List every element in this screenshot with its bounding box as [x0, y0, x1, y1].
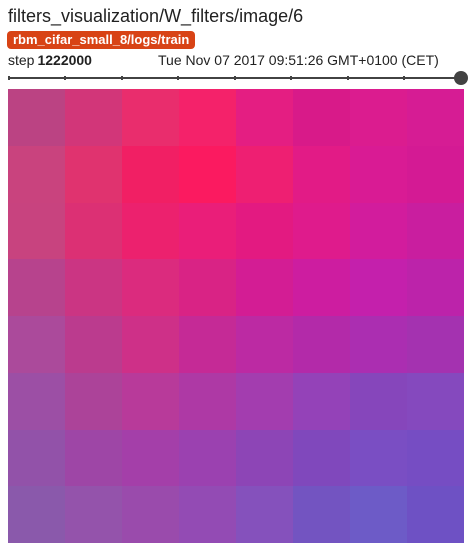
slider-tick: [64, 76, 66, 80]
run-badge: rbm_cifar_small_8/logs/train: [7, 31, 196, 49]
filter-pixel: [293, 429, 350, 487]
filter-pixel: [179, 259, 236, 316]
filter-pixel: [350, 429, 407, 487]
filter-pixel: [236, 202, 293, 260]
filter-pixel: [407, 316, 464, 373]
filter-pixel: [122, 486, 179, 543]
filter-pixel: [179, 202, 236, 260]
slider-thumb[interactable]: [454, 71, 468, 85]
filter-pixel: [8, 486, 65, 543]
filter-pixel: [65, 486, 122, 543]
filter-pixel: [236, 89, 293, 146]
slider-tick: [8, 76, 10, 80]
filter-pixel: [293, 316, 350, 373]
filter-pixel: [8, 259, 65, 316]
filter-pixel: [407, 89, 464, 146]
filter-pixel: [236, 316, 293, 373]
filter-pixel: [350, 145, 407, 203]
filter-pixel: [236, 486, 293, 543]
filter-pixel: [122, 372, 179, 430]
filter-pixel: [236, 372, 293, 430]
timestamp: Tue Nov 07 2017 09:51:26 GMT+0100 (CET): [158, 52, 439, 68]
filter-image: [8, 89, 464, 543]
filter-pixel: [65, 259, 122, 316]
filter-pixel: [293, 89, 350, 146]
filter-pixel: [407, 202, 464, 260]
filter-pixel: [65, 429, 122, 487]
filter-pixel: [8, 145, 65, 203]
filter-pixel: [179, 372, 236, 430]
filter-pixel: [293, 486, 350, 543]
filter-pixel: [8, 429, 65, 487]
filter-pixel: [407, 259, 464, 316]
filter-pixel: [350, 89, 407, 146]
filter-pixel: [122, 89, 179, 146]
filter-pixel: [350, 202, 407, 260]
filter-pixel: [407, 429, 464, 487]
slider-tick: [177, 76, 179, 80]
filter-pixel: [179, 429, 236, 487]
slider-tick: [290, 76, 292, 80]
step-label: step: [8, 52, 35, 68]
filter-pixel: [179, 486, 236, 543]
filter-pixel: [8, 202, 65, 260]
filter-pixel: [8, 316, 65, 373]
slider-tick: [347, 76, 349, 80]
filter-pixel: [350, 372, 407, 430]
filter-pixel-grid: [8, 89, 464, 543]
filter-pixel: [122, 145, 179, 203]
card-title: filters_visualization/W_filters/image/6: [8, 6, 304, 26]
filter-pixel: [236, 259, 293, 316]
filter-pixel: [350, 316, 407, 373]
filter-pixel: [122, 429, 179, 487]
filter-pixel: [179, 316, 236, 373]
filter-pixel: [179, 145, 236, 203]
filter-pixel: [8, 89, 65, 146]
filter-pixel: [65, 145, 122, 203]
slider-tick: [121, 76, 123, 80]
filter-pixel: [122, 202, 179, 260]
filter-pixel: [65, 89, 122, 146]
slider-tick: [403, 76, 405, 80]
filter-pixel: [407, 145, 464, 203]
filter-pixel: [350, 486, 407, 543]
filter-pixel: [407, 372, 464, 430]
filter-pixel: [350, 259, 407, 316]
filter-pixel: [122, 316, 179, 373]
filter-pixel: [293, 259, 350, 316]
step-info: step 1222000 Tue Nov 07 2017 09:51:26 GMT…: [8, 50, 464, 70]
filter-pixel: [293, 372, 350, 430]
filter-pixel: [179, 89, 236, 146]
slider-tick: [234, 76, 236, 80]
filter-pixel: [122, 259, 179, 316]
filter-pixel: [8, 372, 65, 430]
filter-pixel: [293, 145, 350, 203]
step-value: 1222000: [37, 52, 92, 68]
filter-pixel: [65, 316, 122, 373]
filter-pixel: [65, 372, 122, 430]
filter-pixel: [65, 202, 122, 260]
step-slider[interactable]: [8, 70, 468, 86]
filter-pixel: [236, 429, 293, 487]
filter-pixel: [407, 486, 464, 543]
filter-pixel: [236, 145, 293, 203]
filter-pixel: [293, 202, 350, 260]
